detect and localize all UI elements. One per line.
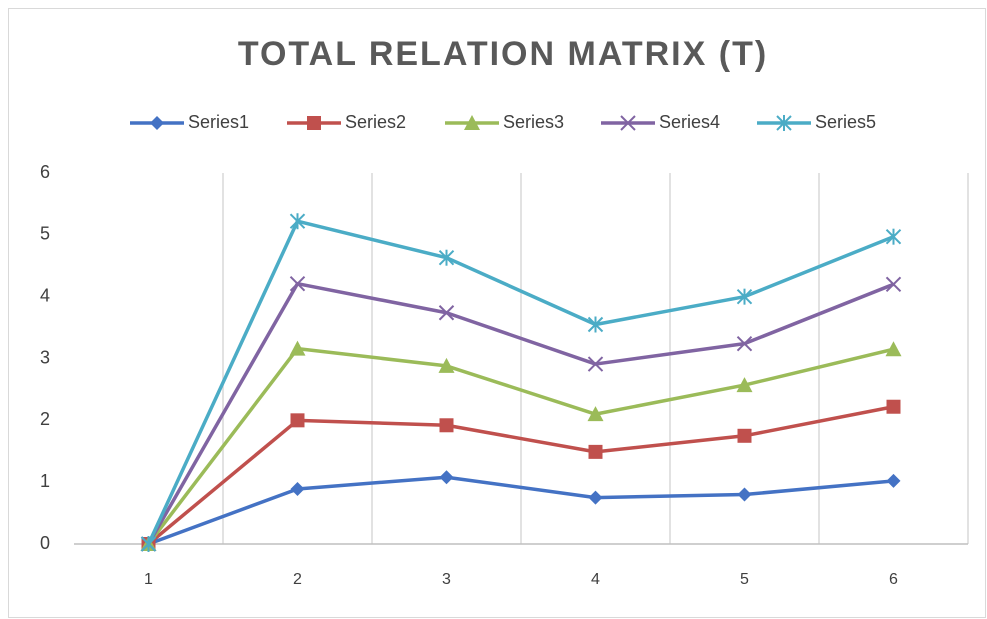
marker-shape [289,275,306,292]
marker [776,115,792,131]
marker [289,213,306,230]
legend-label: Series3 [503,112,564,132]
legend-label: Series1 [188,112,249,132]
marker-shape [464,115,480,130]
x-tick-label: 1 [144,571,153,588]
y-tick-label: 1 [40,471,50,491]
marker [140,536,157,552]
marker-shape [587,406,604,422]
marker [886,473,901,488]
legend-label: Series5 [815,112,876,132]
series-line [146,219,895,545]
marker-shape [886,399,901,414]
marker [737,428,752,443]
marker-shape [439,470,454,485]
x-tick-label: 4 [591,571,600,588]
marker-shape [438,305,455,321]
marker-shape [885,276,902,293]
marker [439,470,454,485]
marker [620,115,636,131]
marker [588,490,603,505]
marker [885,341,902,357]
y-tick-label: 0 [40,533,50,553]
marker [438,305,455,321]
marker-shape [439,418,454,433]
marker-shape [737,428,752,443]
marker [439,418,454,433]
marker [587,356,604,372]
y-tick-label: 5 [40,224,50,244]
marker [736,377,753,393]
marker [587,406,604,422]
y-tick-label: 6 [40,162,50,182]
marker-shape [150,116,164,130]
marker-shape [886,473,901,488]
marker [736,335,753,352]
marker [886,399,901,414]
marker [438,249,455,266]
marker [438,357,455,373]
marker-shape [289,340,306,356]
marker [290,413,305,428]
marker-shape [885,341,902,357]
marker-shape [307,116,321,130]
marker [737,487,752,502]
marker [736,288,753,305]
marker [307,116,321,130]
y-tick-label: 3 [40,347,50,367]
series-line [147,405,894,546]
legend-label: Series2 [345,112,406,132]
marker [150,116,164,130]
marker [587,316,604,333]
marker-shape [587,356,604,372]
legend-label: Series4 [659,112,720,132]
x-tick-label: 5 [740,571,749,588]
marker [588,444,603,459]
chart-title: TOTAL RELATION MATRIX (T) [238,35,768,73]
y-tick-label: 4 [40,285,50,305]
x-tick-label: 6 [889,571,898,588]
x-tick-label: 2 [293,571,302,588]
marker [885,228,902,245]
series-line [147,346,894,546]
x-tick-label: 3 [442,571,451,588]
marker [464,115,480,130]
marker-shape [736,335,753,352]
marker [290,481,305,496]
marker-shape [736,377,753,393]
marker [289,275,306,292]
marker-shape [620,115,636,131]
marker-shape [290,413,305,428]
marker [289,340,306,356]
marker-shape [438,357,455,373]
marker-shape [737,487,752,502]
marker [885,276,902,293]
series-line [146,281,895,545]
marker-shape [290,481,305,496]
marker-shape [588,490,603,505]
marker-shape [588,444,603,459]
series-line [147,475,894,546]
y-tick-label: 2 [40,409,50,429]
